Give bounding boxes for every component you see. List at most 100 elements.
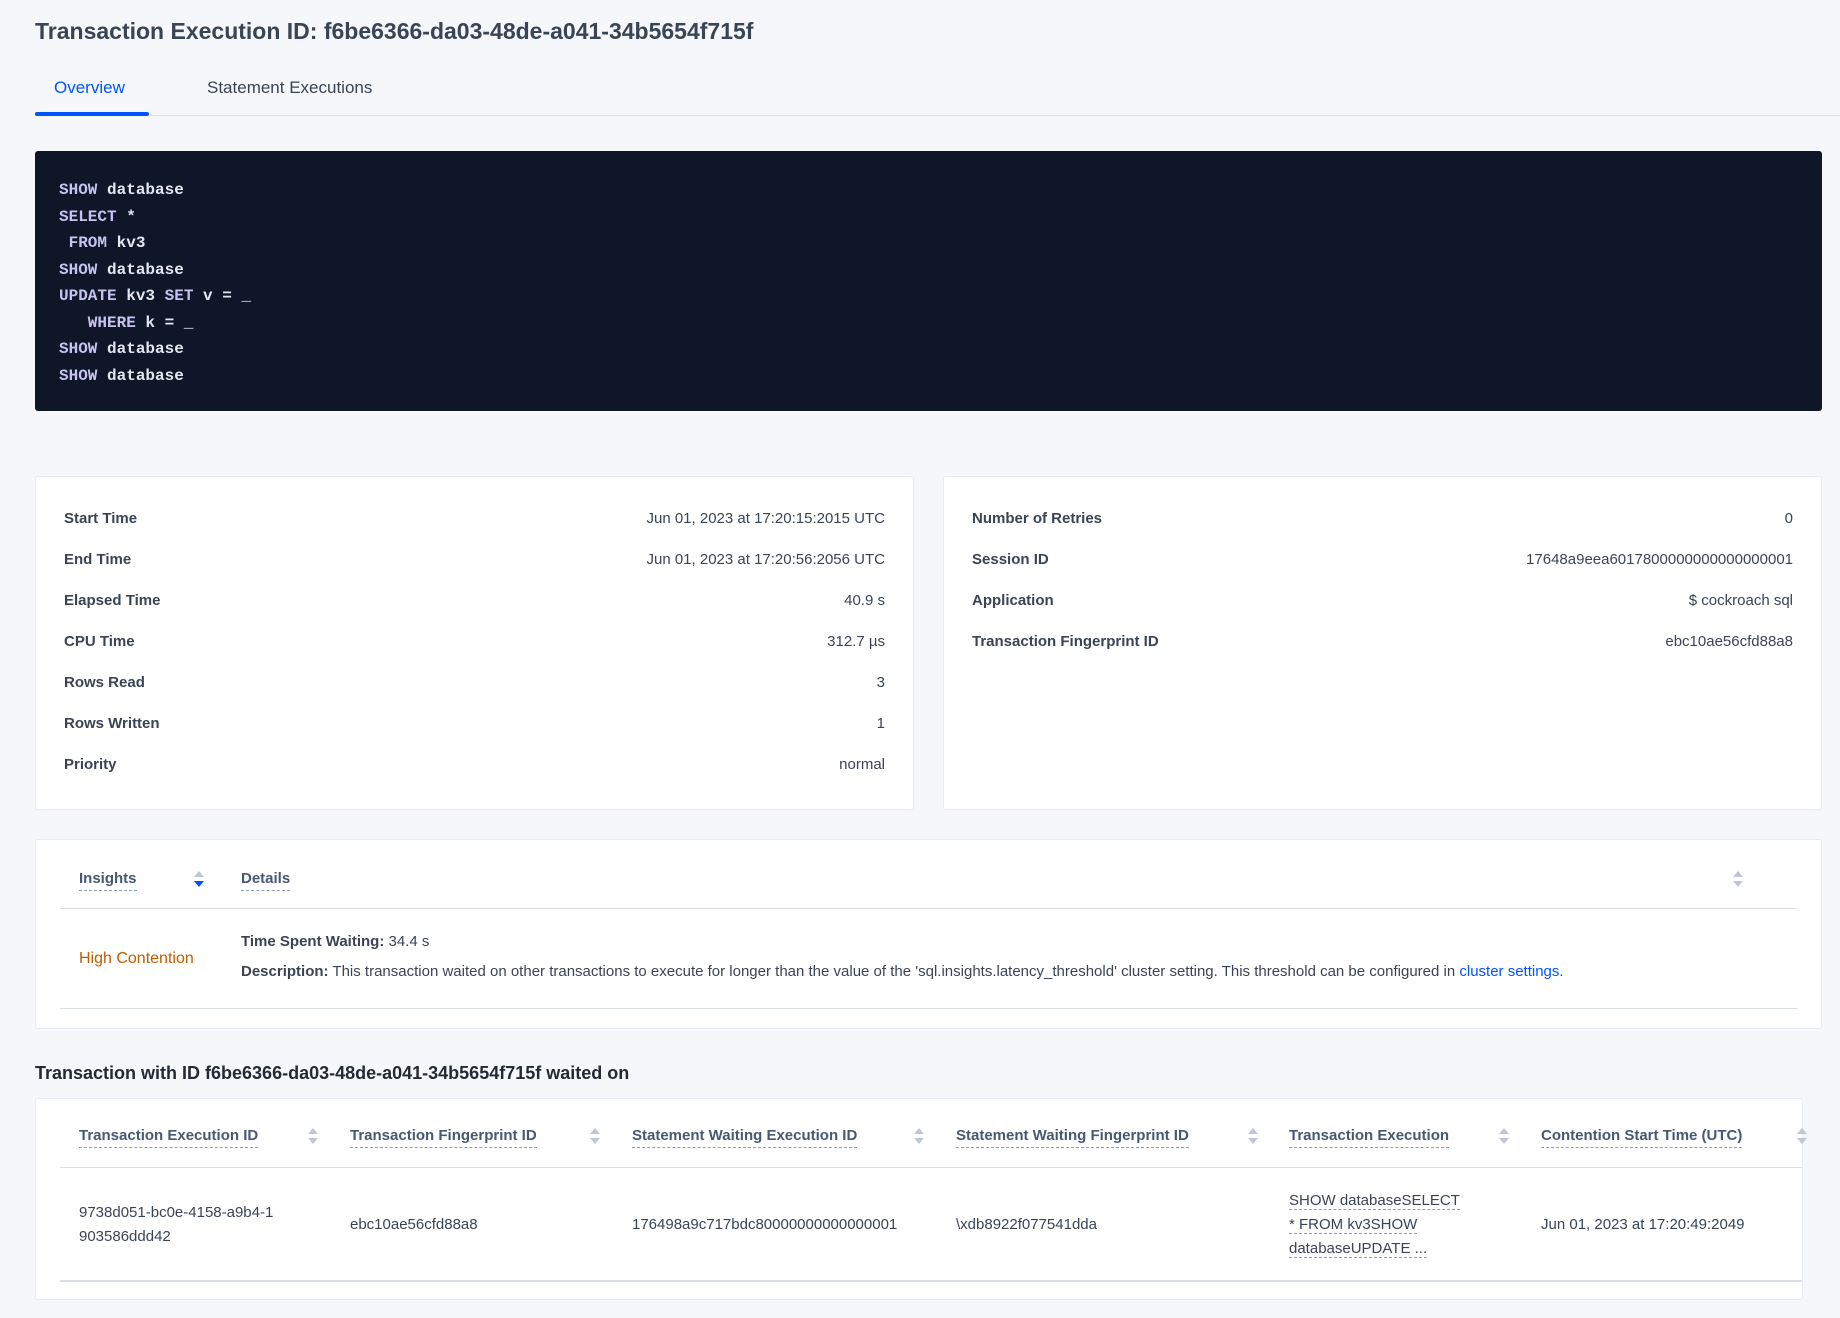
summary-row: Elapsed Time 40.9 s	[64, 592, 885, 612]
table-cell: ebc10ae56cfd88a8	[350, 1213, 570, 1237]
summary-value: Jun 01, 2023 at 17:20:56:2056 UTC	[646, 551, 885, 568]
summary-row: Rows Written 1	[64, 715, 885, 735]
summary-label: Application	[972, 592, 1054, 609]
insight-description: Description: This transaction waited on …	[241, 960, 1564, 984]
insights-column-header[interactable]: Insights	[79, 870, 137, 891]
summary-label: Session ID	[972, 551, 1049, 568]
sql-keyword: SELECT	[59, 207, 117, 226]
cell-text: \xdb8922f077541dda	[956, 1216, 1097, 1233]
active-tab-indicator	[35, 112, 149, 116]
summary-label: Rows Read	[64, 674, 145, 691]
summary-row: Session ID 17648a9eea60178000000000000000…	[972, 551, 1793, 571]
cluster-settings-link[interactable]: cluster settings	[1459, 963, 1560, 980]
sql-text: v = _	[193, 287, 252, 305]
summary-label: Start Time	[64, 510, 138, 527]
sql-keyword: SHOW	[59, 181, 98, 199]
sql-keyword: SHOW	[59, 340, 98, 358]
insight-type: High Contention	[79, 950, 194, 967]
cell-text: Jun 01, 2023 at 17:20:49:2049	[1541, 1216, 1745, 1233]
cell-text: 176498a9c717bdc80000000000000001	[632, 1216, 898, 1233]
column-header[interactable]: Statement Waiting Fingerprint ID	[956, 1127, 1189, 1148]
summary-value: $ cockroach sql	[1688, 592, 1793, 609]
table-cell: 9738d051-bc0e-4158-a9b4-1903586ddd42	[79, 1201, 279, 1249]
sql-text: database	[97, 340, 184, 358]
sort-icon[interactable]	[1499, 1128, 1509, 1146]
summary-value: 40.9 s	[844, 592, 885, 609]
summary-value: 3	[876, 674, 885, 691]
tab-overview[interactable]: Overview	[54, 78, 125, 97]
summary-label: Priority	[64, 756, 117, 773]
summary-row: Priority normal	[64, 756, 885, 776]
column-header[interactable]: Transaction Execution ID	[79, 1127, 259, 1148]
cell-text: SHOW databaseSELECT * FROM kv3SHOW datab…	[1289, 1192, 1460, 1258]
sql-line: SELECT *	[59, 204, 1798, 231]
sql-line: UPDATE kv3 SET v = _	[59, 283, 1798, 310]
page-title: Transaction Execution ID: f6be6366-da03-…	[35, 18, 754, 44]
sql-text: database	[97, 260, 184, 279]
column-header[interactable]: Transaction Execution	[1289, 1127, 1450, 1148]
sql-line: FROM kv3	[59, 230, 1798, 257]
summary-value: normal	[839, 756, 885, 773]
details-column-header[interactable]: Details	[241, 870, 291, 891]
summary-value: 312.7 µs	[827, 633, 885, 650]
sort-icon[interactable]	[308, 1128, 318, 1146]
summary-label: Rows Written	[64, 715, 160, 732]
sort-icon[interactable]	[590, 1128, 600, 1146]
time-label: Time Spent Waiting:	[241, 933, 385, 950]
description-text: This transaction waited on other transac…	[328, 963, 1460, 980]
sort-icon[interactable]	[914, 1128, 924, 1146]
sql-keyword: SHOW	[59, 366, 98, 385]
summary-value: 0	[1784, 510, 1793, 527]
summary-row: Application $ cockroach sql	[972, 592, 1793, 612]
sql-keyword: UPDATE	[59, 287, 117, 305]
tab-statement-executions[interactable]: Statement Executions	[207, 78, 373, 97]
header-divider	[60, 908, 1797, 909]
column-header[interactable]: Statement Waiting Execution ID	[632, 1127, 858, 1148]
summary-value: 17648a9eea6017800000000000000001	[1526, 551, 1793, 568]
sql-keyword: SET	[164, 287, 194, 305]
sort-icon[interactable]	[1733, 871, 1743, 889]
sql-line: SHOW database	[59, 257, 1798, 284]
sort-icon[interactable]	[1248, 1128, 1258, 1146]
sort-icon[interactable]	[1797, 1128, 1807, 1146]
tabs-divider	[35, 115, 1840, 116]
sql-text: database	[97, 181, 184, 199]
insights-card: Insights Details High Contention Time Sp…	[35, 839, 1822, 1029]
time-spent-waiting: Time Spent Waiting: 34.4 s	[241, 930, 429, 954]
summary-row: End Time Jun 01, 2023 at 17:20:56:2056 UT…	[64, 551, 885, 571]
table-cell: 176498a9c717bdc80000000000000001	[632, 1213, 897, 1237]
table-cell: Jun 01, 2023 at 17:20:49:2049	[1541, 1213, 1781, 1237]
summary-value: 1	[876, 715, 885, 732]
summary-row: Number of Retries 0	[972, 510, 1793, 530]
sql-keyword: SHOW	[59, 260, 98, 279]
sql-keyword: WHERE	[59, 313, 136, 332]
summary-row: Start Time Jun 01, 2023 at 17:20:15:2015 …	[64, 510, 885, 530]
table-cell: \xdb8922f077541dda	[956, 1213, 1216, 1237]
fingerprint-link[interactable]: ebc10ae56cfd88a8	[1665, 633, 1793, 650]
summary-label: Transaction Fingerprint ID	[972, 633, 1159, 650]
summary-row: Rows Read 3	[64, 674, 885, 694]
waited-on-heading: Transaction with ID f6be6366-da03-48de-a…	[35, 1063, 630, 1083]
description-label: Description:	[241, 963, 329, 980]
time-value: 34.4 s	[384, 933, 430, 950]
transaction-execution-link[interactable]: SHOW databaseSELECT * FROM kv3SHOW datab…	[1289, 1189, 1469, 1261]
cell-text: 9738d051-bc0e-4158-a9b4-1903586ddd42	[79, 1204, 274, 1245]
sort-icon[interactable]	[194, 871, 204, 889]
summary-card-right: Number of Retries 0 Session ID 17648a9eea60…	[943, 476, 1822, 810]
waited-on-table: Transaction Execution ID Transaction Fing…	[35, 1098, 1807, 1300]
sql-text: *	[116, 207, 136, 226]
description-end: .	[1559, 963, 1564, 980]
header-divider	[60, 1167, 1802, 1168]
summary-label: End Time	[64, 551, 132, 568]
sql-text: database	[97, 366, 184, 385]
column-header[interactable]: Transaction Fingerprint ID	[350, 1127, 537, 1148]
summary-value: Jun 01, 2023 at 17:20:15:2015 UTC	[646, 510, 885, 527]
sql-text: kv3	[116, 287, 165, 305]
summary-label: Elapsed Time	[64, 592, 161, 609]
column-header[interactable]: Contention Start Time (UTC)	[1541, 1127, 1743, 1148]
summary-label: CPU Time	[64, 633, 135, 650]
sql-text: k = _	[135, 313, 194, 332]
sql-code-block: SHOW database SELECT * FROM kv3 SHOW datab…	[35, 151, 1822, 411]
summary-label: Number of Retries	[972, 510, 1103, 527]
summary-row: Transaction Fingerprint ID ebc10ae56cfd88…	[972, 633, 1793, 653]
